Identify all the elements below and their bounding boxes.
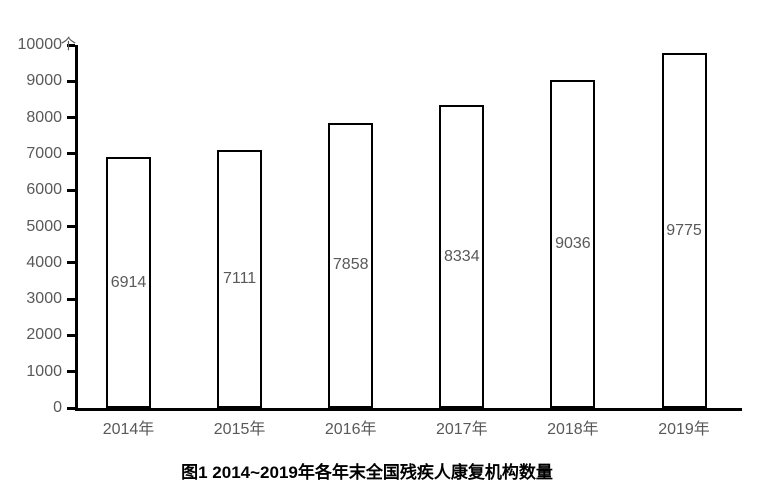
y-axis-tick-label: 4000	[26, 253, 62, 271]
bar-value-label: 9036	[555, 234, 591, 252]
bar	[328, 122, 374, 408]
bar-value-label: 9775	[666, 221, 702, 239]
y-axis-tick-mark	[67, 43, 75, 47]
y-axis-tick-mark	[67, 333, 75, 337]
bar-value-label: 7858	[332, 256, 369, 274]
y-axis-tick-mark	[67, 406, 75, 410]
y-axis-tick-mark	[67, 225, 75, 228]
y-axis-tick-label: 3000	[26, 290, 62, 308]
x-axis-line	[74, 408, 742, 411]
x-axis-label: 2019年	[658, 421, 710, 438]
y-axis-tick-mark	[67, 297, 75, 301]
bar-value-label: 7111	[222, 269, 257, 287]
y-axis-tick-label: 10000	[17, 36, 63, 53]
y-axis-tick-label: 9000	[26, 72, 62, 90]
bar	[106, 157, 151, 408]
bar	[217, 149, 263, 408]
y-axis-tick-mark	[67, 152, 75, 156]
y-axis-tick-mark	[67, 79, 75, 83]
bar-value-label: 6914	[110, 273, 147, 291]
x-axis-label: 2018年	[547, 421, 599, 438]
chart-caption: 图1 2014~2019年各年末全国残疾人康复机构数量	[181, 463, 553, 482]
bar	[661, 53, 707, 408]
x-axis-label: 2016年	[324, 421, 377, 438]
y-axis-tick-label: 0	[53, 399, 62, 416]
y-axis-tick-label: 1000	[26, 362, 62, 380]
x-axis-label: 2017年	[435, 421, 488, 438]
y-axis-tick-label: 7000	[26, 144, 62, 162]
x-axis-label: 2015年	[213, 421, 266, 438]
y-axis-tick-label: 2000	[26, 326, 62, 344]
y-axis-unit-label: 个	[61, 36, 77, 53]
y-axis-tick-mark	[67, 188, 75, 192]
y-axis-line	[74, 45, 78, 411]
bar	[439, 105, 485, 408]
y-axis-tick-label: 8000	[26, 108, 62, 126]
x-axis-label: 2014年	[102, 421, 155, 438]
y-axis-tick-mark	[67, 261, 75, 265]
y-axis-tick-label: 5000	[26, 217, 62, 235]
bar	[550, 79, 596, 408]
y-axis-tick-mark	[67, 116, 75, 120]
y-axis-tick-label: 6000	[26, 181, 62, 199]
y-axis-tick-mark	[67, 370, 75, 374]
bar-value-label: 8334	[444, 247, 480, 265]
